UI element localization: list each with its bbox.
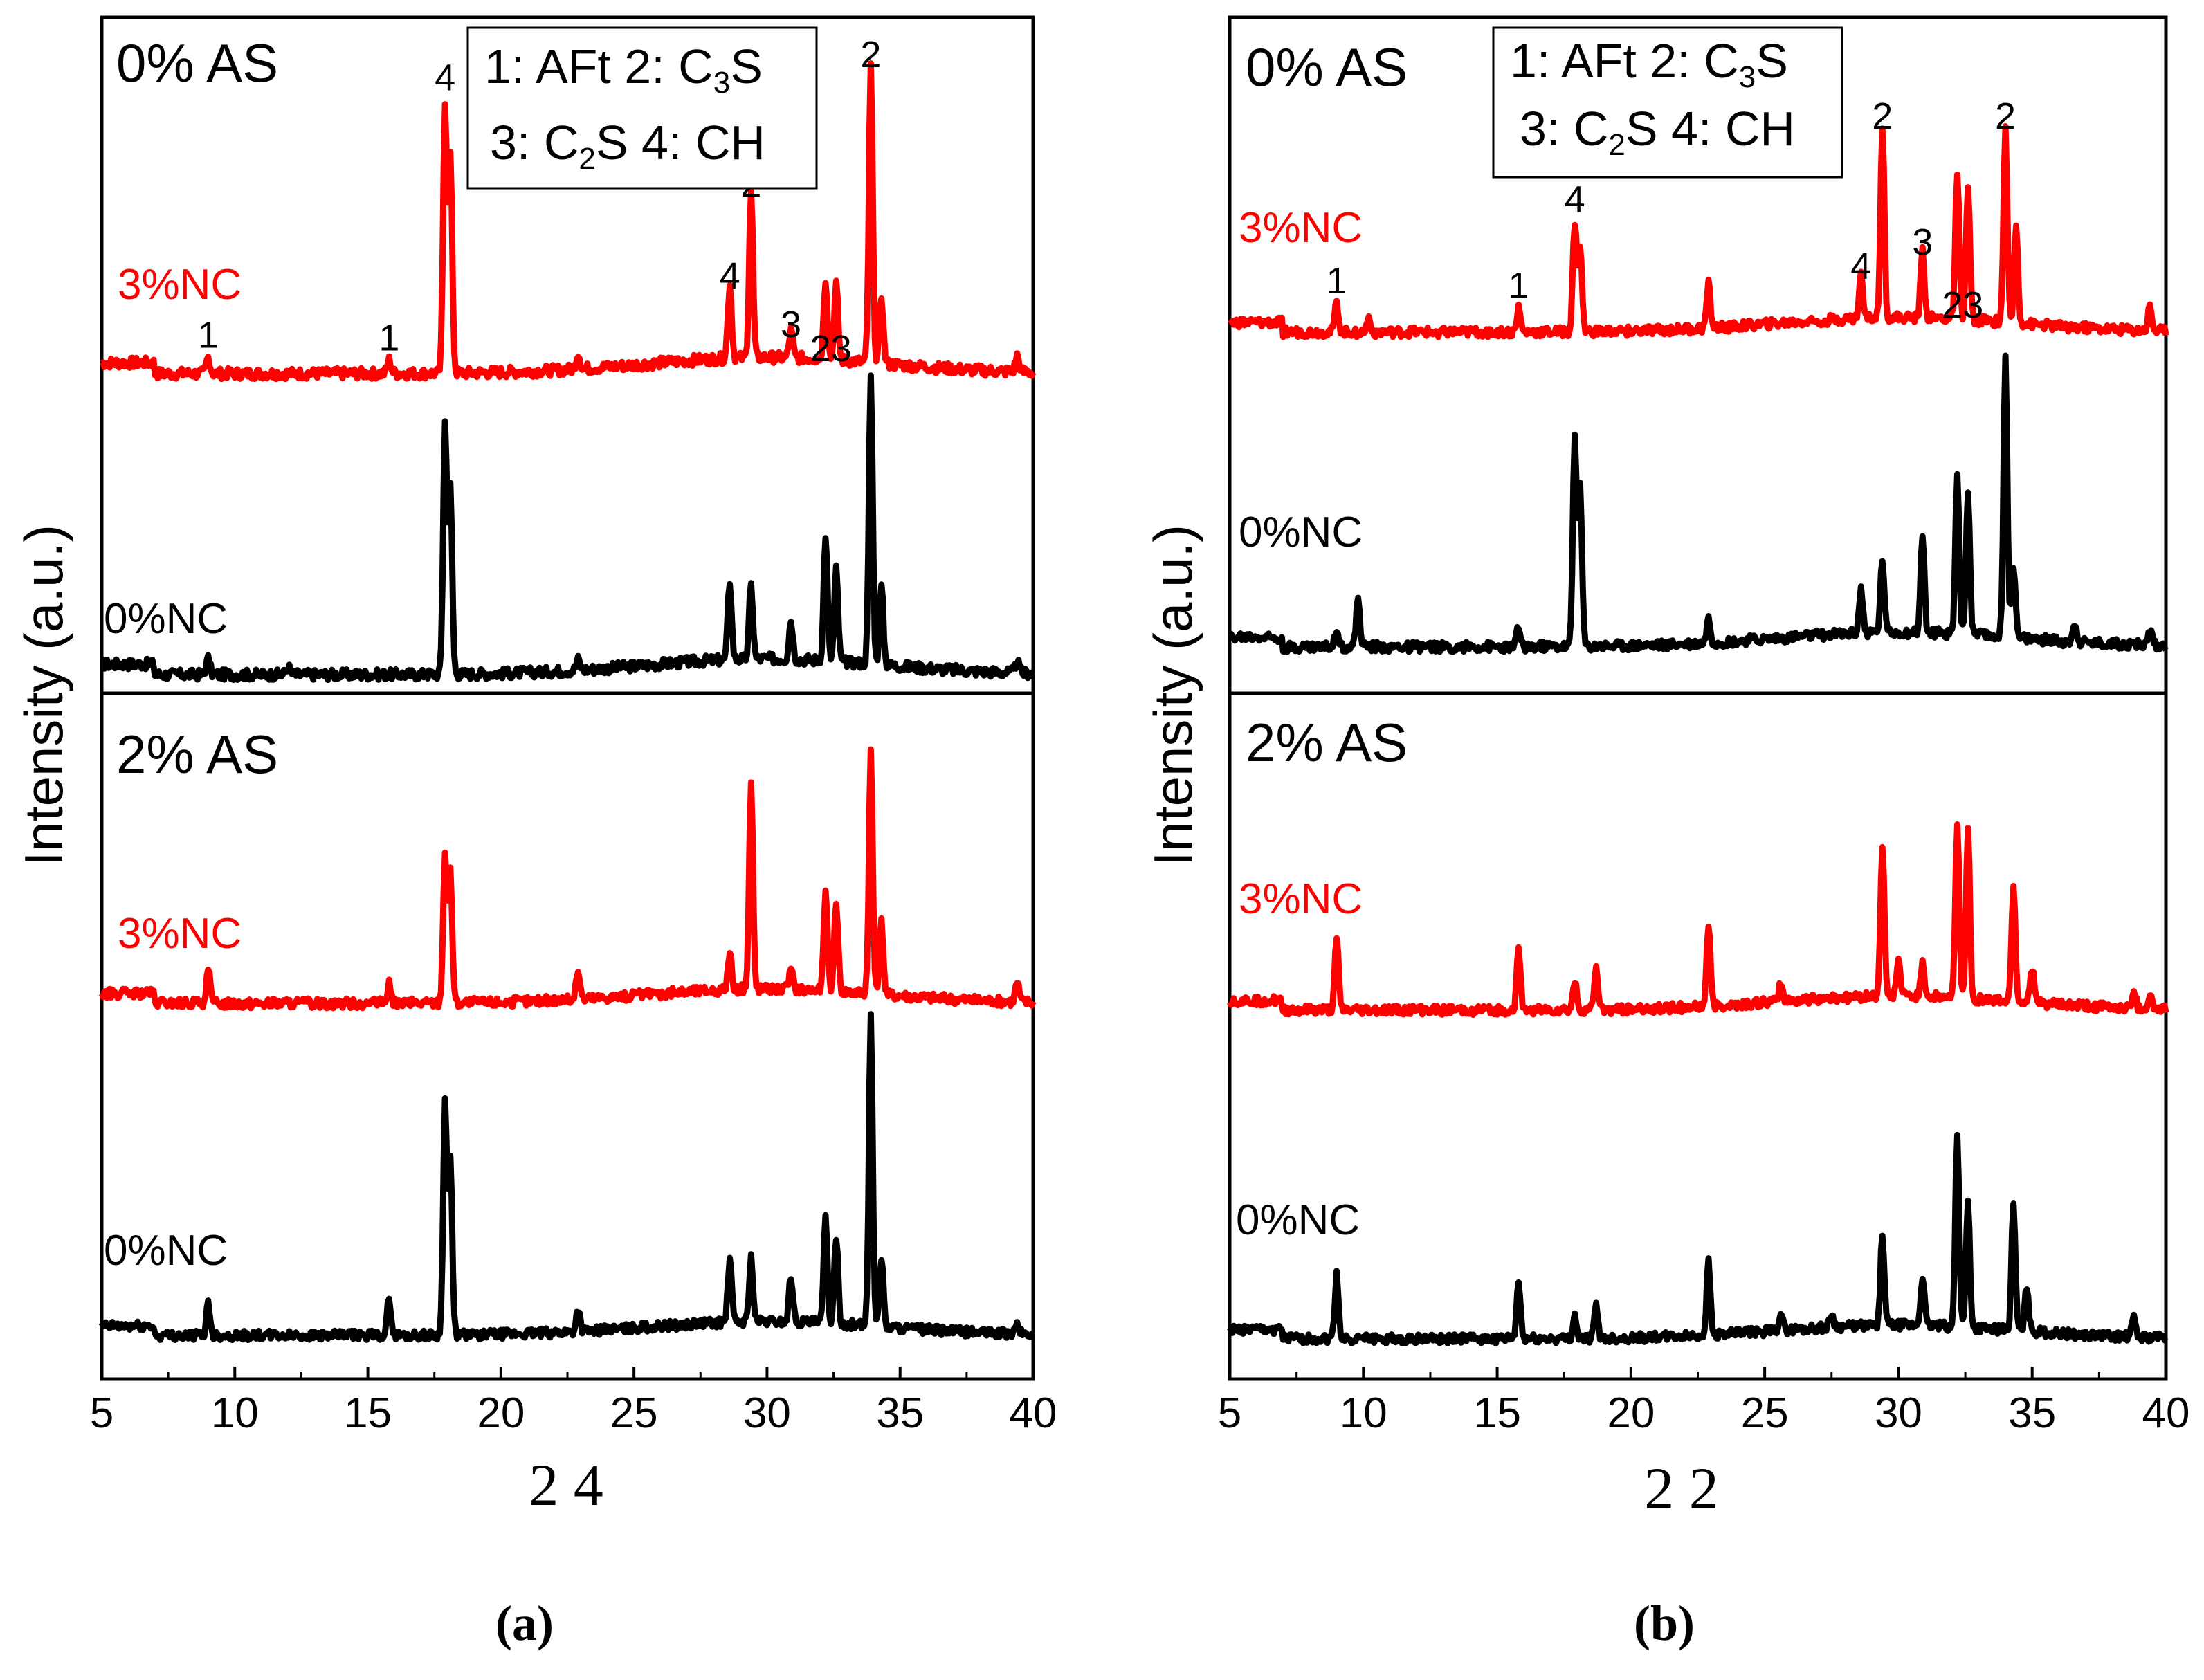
xtick-label-a-40: 40	[1010, 1389, 1057, 1437]
panel-a-ylabel: Intensity (a.u.)	[13, 524, 74, 866]
panel-b-legend: 1: AFt 2: C3S 3: C2S 4: CH	[1492, 26, 1843, 179]
panel-a-frame	[100, 15, 1035, 1381]
panel-b-ylabel: Intensity (a.u.)	[1142, 524, 1203, 866]
panel-a-xlabel: 2 4	[529, 1452, 603, 1518]
xtick-label-b-20: 20	[1607, 1389, 1655, 1437]
panel-a-top-black-label: 0%NC	[104, 595, 228, 643]
peak-label-b-3: 4	[1850, 246, 1871, 287]
curve-b-top-0pctnc	[1228, 352, 2169, 655]
curve-b-top-3pctnc	[1228, 123, 2169, 340]
panel-a-bottom-black-label: 0%NC	[104, 1227, 228, 1275]
panel-a-top-title: 0% AS	[116, 33, 278, 93]
panel-b-top-red-label: 3%NC	[1239, 204, 1363, 252]
curve-b-bottom-0pctnc	[1226, 1131, 2169, 1346]
xtick-label-b-10: 10	[1340, 1389, 1387, 1437]
peak-label-a-6: 23	[810, 328, 852, 369]
peak-label-a-3: 4	[720, 255, 740, 297]
xtick-label-a-5: 5	[90, 1389, 113, 1437]
xtick-label-b-25: 25	[1741, 1389, 1789, 1437]
panel-a-legend: 1: AFt 2: C3S 3: C2S 4: CH	[466, 26, 818, 190]
xtick-label-b-30: 30	[1875, 1389, 1922, 1437]
peak-label-a-5: 3	[781, 304, 801, 345]
panel-b-top-title: 0% AS	[1246, 37, 1408, 98]
xtick-label-b-40: 40	[2142, 1389, 2190, 1437]
peak-label-b-2: 4	[1565, 179, 1585, 220]
curve-a-bottom-3pctnc	[98, 746, 1037, 1012]
peak-label-b-6: 23	[1942, 284, 1983, 326]
curve-b-bottom-3pctnc	[1226, 821, 2169, 1018]
panel-b-bottom-title: 2% AS	[1246, 712, 1408, 773]
xtick-label-b-35: 35	[2008, 1389, 2056, 1437]
curve-a-bottom-0pctnc	[98, 1011, 1035, 1344]
xtick-label-a-25: 25	[610, 1389, 658, 1437]
xtick-label-a-10: 10	[211, 1389, 259, 1437]
panel-b-frame	[1228, 15, 2168, 1381]
panel-a-legend-line2: 3: C2S 4: CH	[490, 116, 765, 176]
panel-b-xlabel: 2 2	[1644, 1455, 1719, 1522]
curve-a-top-3pctnc	[100, 60, 1037, 383]
panel-a-bottom-red-label: 3%NC	[118, 910, 242, 958]
panel-b-caption: (b)	[1634, 1596, 1695, 1651]
peak-label-b-5: 3	[1912, 221, 1933, 263]
curve-a-top-0pctnc	[100, 372, 1035, 684]
panel-a-bottom-title: 2% AS	[116, 724, 278, 785]
peak-label-b-4: 2	[1872, 95, 1893, 137]
panel-b-bottom-black-label: 0%NC	[1236, 1196, 1360, 1244]
xtick-label-a-20: 20	[477, 1389, 525, 1437]
panel-b-bottom-red-label: 3%NC	[1239, 875, 1363, 923]
xtick-label-a-15: 15	[344, 1389, 392, 1437]
peak-label-b-7: 2	[1995, 95, 2016, 137]
peak-label-a-1: 1	[379, 318, 399, 359]
xtick-label-a-30: 30	[743, 1389, 791, 1437]
panel-a-caption: (a)	[495, 1596, 554, 1651]
xtick-label-b-5: 5	[1218, 1389, 1241, 1437]
peak-label-b-0: 1	[1327, 260, 1347, 302]
peak-label-a-0: 1	[198, 315, 219, 356]
xtick-label-a-35: 35	[876, 1389, 924, 1437]
peak-label-a-2: 4	[435, 57, 455, 99]
panel-b-top-black-label: 0%NC	[1239, 509, 1363, 556]
panel-a-top-red-label: 3%NC	[118, 261, 242, 309]
peak-label-a-7: 2	[860, 34, 881, 75]
peak-label-b-1: 1	[1508, 265, 1529, 307]
panel-b-legend-line2: 3: C2S 4: CH	[1520, 102, 1795, 162]
xtick-label-b-15: 15	[1473, 1389, 1521, 1437]
